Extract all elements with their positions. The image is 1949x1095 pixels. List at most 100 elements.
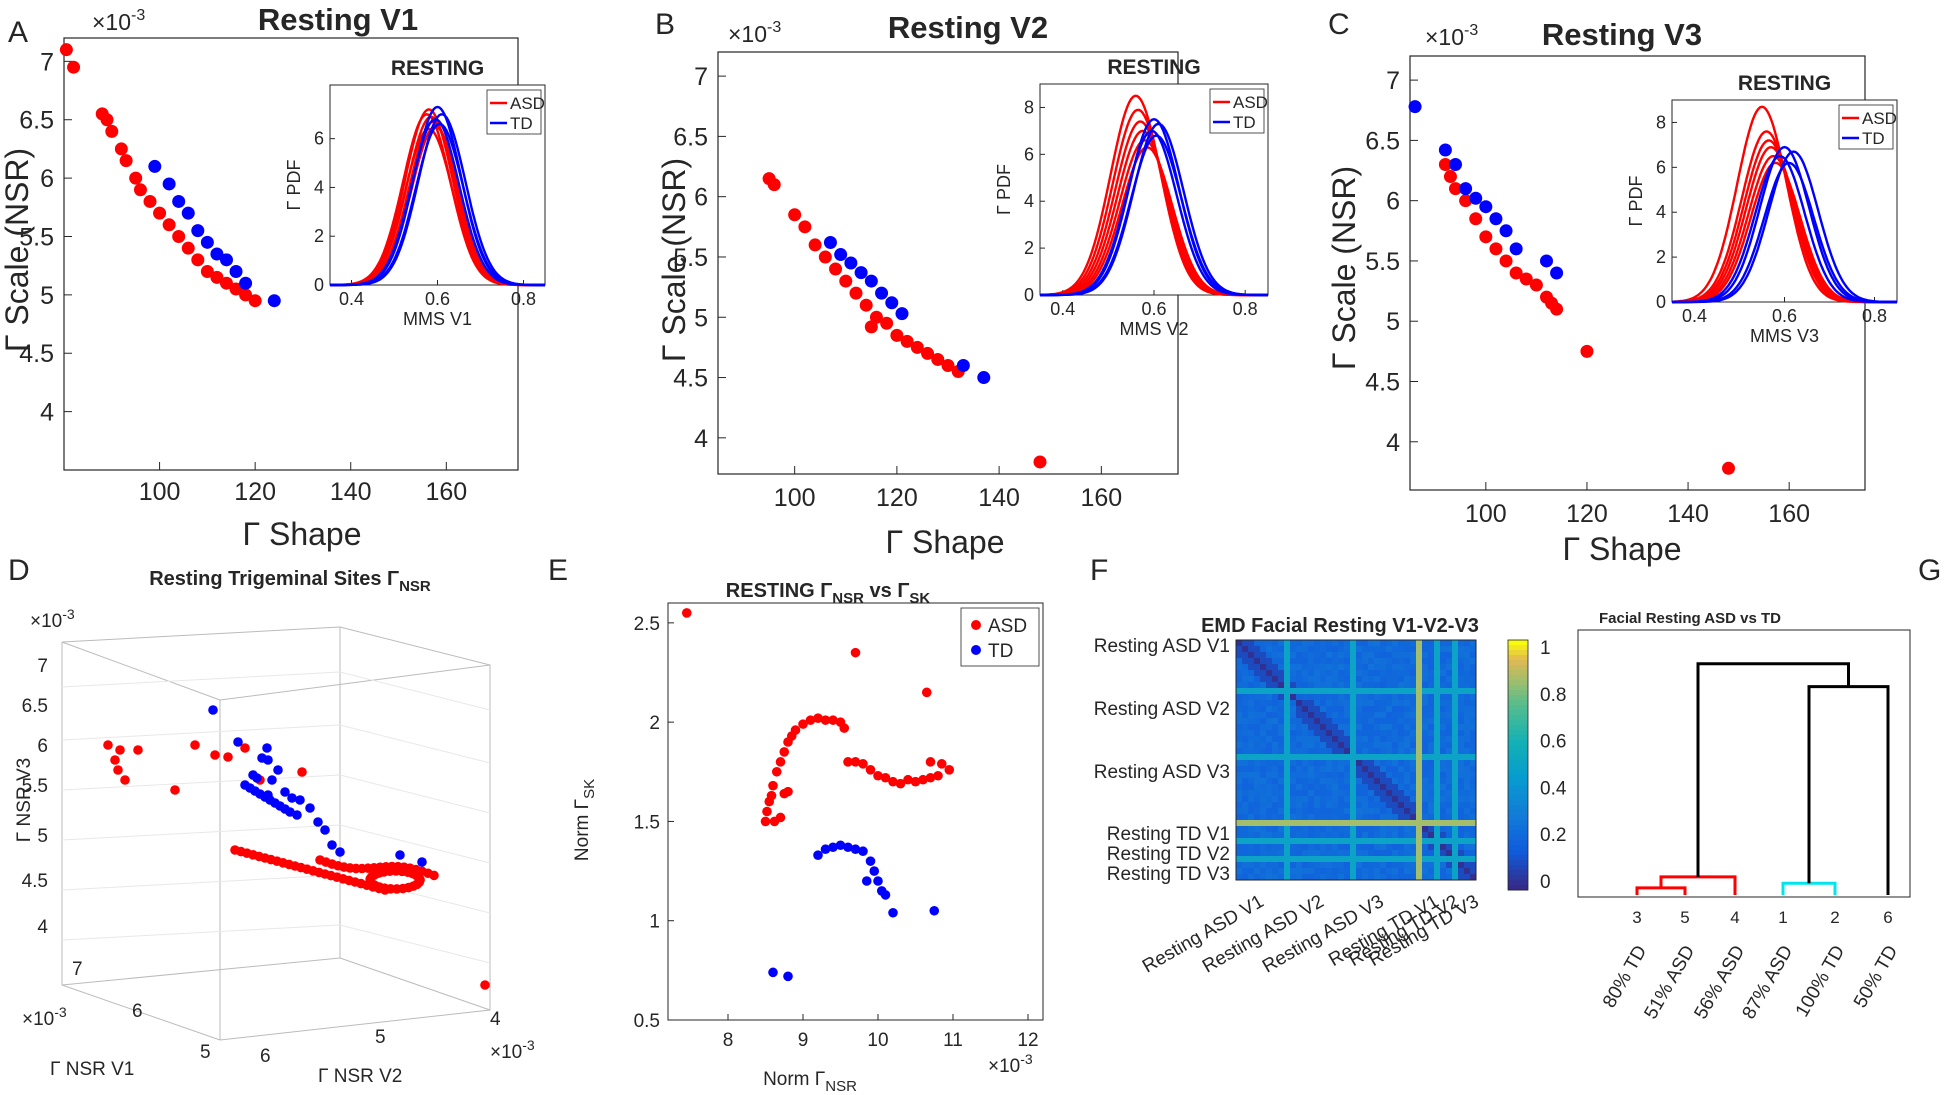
heatmap-cell: [1356, 766, 1363, 773]
heatmap-cell: [1236, 802, 1243, 809]
asd-point: [103, 740, 113, 750]
heatmap-cell: [1416, 688, 1423, 695]
heatmap-cell: [1356, 796, 1363, 803]
colorbar-segment: [1508, 760, 1528, 766]
heatmap-cell: [1434, 682, 1441, 689]
heatmap-cell: [1464, 844, 1471, 851]
heatmap-cell: [1308, 652, 1315, 659]
heatmap-cell: [1308, 826, 1315, 833]
td-point: [865, 856, 876, 866]
heatmap-cell: [1242, 658, 1249, 665]
heatmap-cell: [1320, 772, 1327, 779]
td-point: [977, 371, 991, 385]
heatmap-cell: [1302, 784, 1309, 791]
heatmap-cell: [1350, 748, 1357, 755]
heatmap-cell: [1416, 694, 1423, 701]
heatmap-cell: [1446, 808, 1453, 815]
heatmap-cell: [1434, 826, 1441, 833]
heatmap-cell: [1356, 844, 1363, 851]
heatmap-cell: [1422, 730, 1429, 737]
heatmap-cell: [1392, 862, 1399, 869]
heatmap-cell: [1338, 760, 1345, 767]
panel-title: Resting V1: [258, 2, 418, 37]
heatmap-cell: [1422, 772, 1429, 779]
heatmap-cell: [1320, 778, 1327, 785]
heatmap-cell: [1338, 814, 1345, 821]
heatmap-cell: [1410, 724, 1417, 731]
heatmap-cell: [1356, 808, 1363, 815]
panel-letter: G: [1918, 554, 1941, 587]
asd-point: [925, 772, 936, 783]
x-tick-label: 140: [330, 478, 372, 506]
inset-x-label: MMS V3: [1750, 326, 1819, 346]
heatmap-cell: [1440, 688, 1447, 695]
heatmap-cell: [1452, 778, 1459, 785]
td-point: [1550, 266, 1564, 280]
colorbar-segment: [1508, 710, 1528, 716]
heatmap-cell: [1350, 760, 1357, 767]
heatmap-cell: [1416, 784, 1423, 791]
heatmap-cell: [1260, 688, 1267, 695]
heatmap-cell: [1470, 712, 1477, 719]
heatmap-cell: [1272, 766, 1279, 773]
asd-point: [1509, 266, 1523, 280]
heatmap-cell: [1374, 730, 1381, 737]
heatmap-cell: [1356, 652, 1363, 659]
heatmap-cell: [1458, 790, 1465, 797]
heatmap-cell: [1386, 670, 1393, 677]
heatmap-cell: [1290, 706, 1297, 713]
heatmap-cell: [1362, 826, 1369, 833]
heatmap-cell: [1398, 832, 1405, 839]
heatmap-cell: [1290, 742, 1297, 749]
heatmap-cell: [1308, 874, 1315, 881]
heatmap-cell: [1308, 814, 1315, 821]
heatmap-cell: [1428, 748, 1435, 755]
heatmap-cell: [1398, 784, 1405, 791]
heatmap-cell: [1320, 682, 1327, 689]
heatmap-cell: [1332, 760, 1339, 767]
heatmap-cell: [1296, 868, 1303, 875]
heatmap-cell: [1278, 790, 1285, 797]
heatmap-cell: [1254, 676, 1261, 683]
heatmap-cell: [1470, 796, 1477, 803]
asd-point: [931, 352, 945, 366]
inset-y-label: Γ PDF: [994, 164, 1014, 215]
heatmap-cell: [1236, 778, 1243, 785]
heatmap-cell: [1434, 862, 1441, 869]
heatmap-cell: [1362, 640, 1369, 647]
heatmap-cell: [1272, 640, 1279, 647]
heatmap-cell: [1320, 730, 1327, 737]
td-point: [956, 358, 970, 372]
heatmap-cell: [1458, 814, 1465, 821]
heatmap-cell: [1284, 856, 1291, 863]
heatmap-cell: [1470, 826, 1477, 833]
heatmap-cell: [1242, 808, 1249, 815]
heatmap-cell: [1326, 724, 1333, 731]
heatmap-cell: [1308, 676, 1315, 683]
asd-point: [775, 812, 786, 823]
heatmap-cell: [1374, 754, 1381, 761]
panel-f-heatmap: F EMD Facial Resting V1-V2-V3 10.80.60.4…: [1090, 554, 1567, 977]
heatmap-cell: [1410, 706, 1417, 713]
heatmap-cell: [1368, 802, 1375, 809]
heatmap-cell: [1272, 706, 1279, 713]
heatmap-cell: [1338, 874, 1345, 881]
heatmap-cell: [1464, 856, 1471, 863]
heatmap-cell: [1308, 748, 1315, 755]
inset-y-tick-label: 8: [1656, 112, 1666, 132]
x-tick: 7: [72, 959, 83, 980]
heatmap-cell: [1248, 664, 1255, 671]
heatmap-cell: [1290, 670, 1297, 677]
heatmap-cell: [1380, 796, 1387, 803]
heatmap-cell: [1428, 844, 1435, 851]
asd-point: [771, 766, 782, 777]
x-tick-label: 8: [723, 1030, 734, 1051]
inset-y-tick-label: 6: [314, 129, 324, 149]
heatmap-cell: [1362, 796, 1369, 803]
heatmap-cell: [1350, 838, 1357, 845]
heatmap-cell: [1392, 652, 1399, 659]
heatmap-cell: [1326, 742, 1333, 749]
heatmap-cell: [1410, 838, 1417, 845]
asd-point: [119, 154, 133, 168]
heatmap-cell: [1458, 808, 1465, 815]
